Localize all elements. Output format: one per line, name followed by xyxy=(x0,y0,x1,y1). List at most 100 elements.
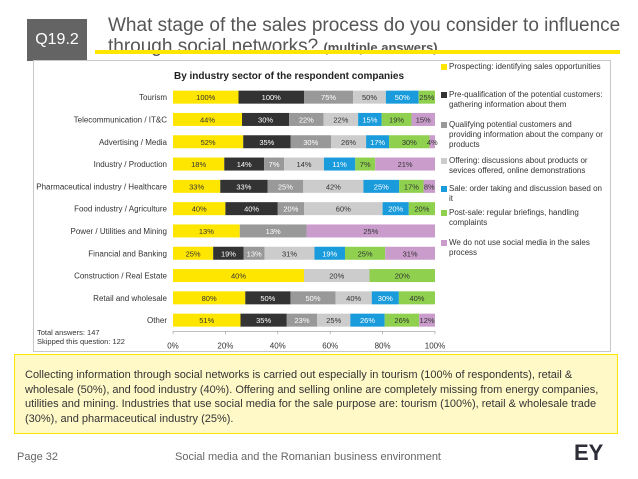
bar-segment xyxy=(220,179,268,193)
bar-segment xyxy=(245,291,291,305)
category-label: Advertising / Media xyxy=(99,138,168,147)
bar-value-label: 19% xyxy=(322,249,337,258)
bar-segment xyxy=(418,90,435,104)
bar-value-label: 33% xyxy=(236,182,251,191)
x-tick-label: 40% xyxy=(270,341,286,350)
legend-swatch xyxy=(441,122,447,128)
bar-segment xyxy=(355,157,376,171)
legend-item: Prospecting: identifying sales opportuni… xyxy=(441,62,606,72)
bar-value-label: 25% xyxy=(419,93,434,102)
category-label: Power / Utilities and Mining xyxy=(71,227,167,236)
bar-value-label: 30% xyxy=(258,115,273,124)
bar-segment xyxy=(304,202,383,216)
bar-segment xyxy=(411,112,435,126)
bar-segment xyxy=(304,90,354,104)
bar-segment xyxy=(335,291,372,305)
chart-title: By industry sector of the respondent com… xyxy=(174,71,404,82)
bar-value-label: 14% xyxy=(296,160,311,169)
bar-value-label: 25% xyxy=(374,182,389,191)
bar-segment xyxy=(375,157,435,171)
bar-segment xyxy=(173,112,243,126)
bar-segment xyxy=(243,246,265,260)
legend-swatch xyxy=(441,64,447,70)
bar-value-label: 26% xyxy=(394,316,409,325)
category-label: Other xyxy=(147,316,167,325)
bar-value-label: 13% xyxy=(266,227,281,236)
legend-item: Pre-qualification of the potential custo… xyxy=(441,90,606,110)
bar-value-label: 20% xyxy=(283,205,298,214)
category-label: Food industry / Agriculture xyxy=(74,205,167,214)
bar-segment xyxy=(344,246,386,260)
skipped-answers: Skipped this question: 122 xyxy=(37,337,125,346)
bar-value-label: 25% xyxy=(186,249,201,258)
bar-segment xyxy=(264,157,285,171)
legend-swatch xyxy=(441,210,447,216)
category-label: Telecommunication / IT&C xyxy=(74,115,168,124)
bar-segment xyxy=(389,135,430,149)
bar-segment xyxy=(314,246,345,260)
bar-segment xyxy=(213,246,244,260)
bar-segment xyxy=(225,202,278,216)
category-label: Pharmaceutical industry / Healthcare xyxy=(36,182,167,191)
bar-segment xyxy=(173,202,226,216)
bar-value-label: 40% xyxy=(244,205,259,214)
bar-value-label: 26% xyxy=(341,138,356,147)
bar-value-label: 50% xyxy=(395,93,410,102)
bar-segment xyxy=(173,224,240,238)
bar-value-label: 25% xyxy=(363,227,378,236)
bar-segment xyxy=(264,246,315,260)
bar-segment xyxy=(239,224,307,238)
bar-value-label: 19% xyxy=(389,115,404,124)
question-badge: Q19.2 xyxy=(27,19,87,61)
bar-value-label: 21% xyxy=(398,160,413,169)
bar-segment xyxy=(399,179,424,193)
x-tick-label: 60% xyxy=(322,341,338,350)
legend-label: Prospecting: identifying sales opportuni… xyxy=(449,62,601,71)
bar-value-label: 50% xyxy=(362,93,377,102)
legend-label: Qualifying potential customers and provi… xyxy=(449,120,603,149)
bar-value-label: 100% xyxy=(196,93,216,102)
bar-value-label: 25% xyxy=(326,316,341,325)
bar-segment xyxy=(173,135,244,149)
bar-value-label: 50% xyxy=(306,294,321,303)
summary-text: Collecting information through social ne… xyxy=(25,369,599,425)
bar-segment xyxy=(419,313,435,327)
bar-value-label: 8% xyxy=(424,182,435,191)
bar-segment xyxy=(381,112,412,126)
bar-segment xyxy=(358,112,382,126)
bar-segment xyxy=(240,313,287,327)
bar-segment xyxy=(423,179,435,193)
bar-value-label: 17% xyxy=(370,138,385,147)
bar-segment xyxy=(384,313,420,327)
bar-value-label: 100% xyxy=(262,93,282,102)
bar-segment xyxy=(323,157,356,171)
bar-value-label: 51% xyxy=(199,316,214,325)
legend-swatch xyxy=(441,186,447,192)
bar-value-label: 15% xyxy=(416,115,431,124)
bar-value-label: 17% xyxy=(404,182,419,191)
bar-segment xyxy=(317,313,351,327)
bar-value-label: 31% xyxy=(282,249,297,258)
x-tick-label: 100% xyxy=(425,341,445,350)
bar-segment xyxy=(323,112,359,126)
bar-value-label: 20% xyxy=(395,272,410,281)
bar-value-label: 18% xyxy=(191,160,206,169)
bar-segment xyxy=(277,202,304,216)
bar-segment xyxy=(306,224,435,238)
bar-value-label: 26% xyxy=(360,316,375,325)
bar-segment xyxy=(267,179,304,193)
bar-value-label: 35% xyxy=(259,138,274,147)
bar-segment xyxy=(173,179,221,193)
bar-value-label: 50% xyxy=(260,294,275,303)
total-answers: Total answers: 147 xyxy=(37,328,100,337)
summary-box: Collecting information through social ne… xyxy=(14,354,618,434)
legend-item: Post-sale: regular briefings, handling c… xyxy=(441,208,606,228)
bar-value-label: 20% xyxy=(329,272,344,281)
bar-segment xyxy=(290,135,332,149)
bar-value-label: 42% xyxy=(326,182,341,191)
x-tick-label: 80% xyxy=(375,341,391,350)
bar-segment xyxy=(173,313,241,327)
bar-segment xyxy=(173,269,304,283)
bar-value-label: 25% xyxy=(278,182,293,191)
bar-segment xyxy=(238,90,304,104)
